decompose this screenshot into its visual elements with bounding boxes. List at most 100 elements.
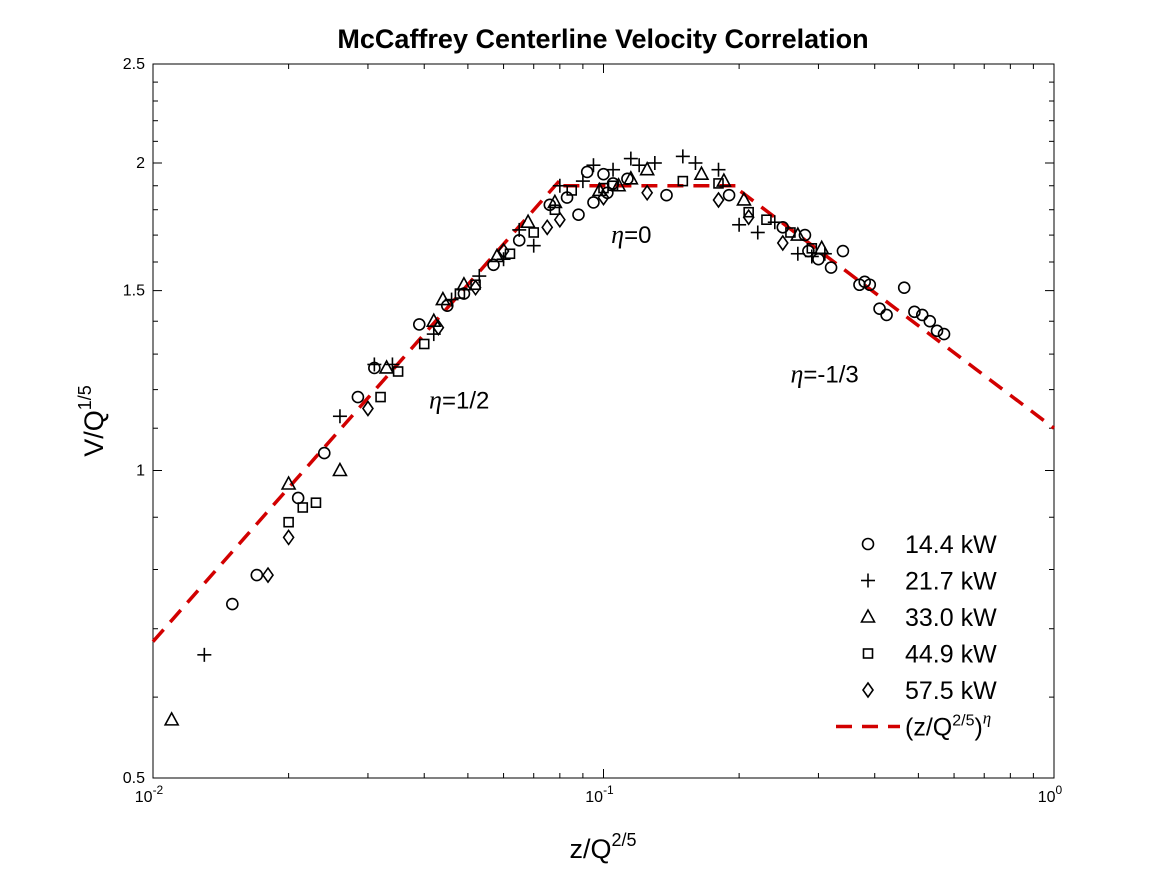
data-point-diamond bbox=[776, 234, 789, 252]
data-point-circle bbox=[923, 314, 937, 328]
data-point-triangle bbox=[610, 177, 627, 192]
x-tick-label: 100 bbox=[1038, 783, 1063, 806]
y-tick-label: 1.5 bbox=[123, 283, 145, 300]
data-point-square bbox=[392, 366, 404, 377]
eta-value: =1/2 bbox=[442, 387, 489, 414]
annotations: η=0η=1/2η=-1/3 bbox=[429, 220, 859, 415]
data-point-circle bbox=[937, 327, 951, 341]
data-point-square bbox=[566, 185, 578, 196]
data-point-diamond bbox=[432, 319, 445, 336]
data-point-square bbox=[549, 204, 561, 216]
data-point-circle bbox=[908, 305, 921, 319]
data-point-circle bbox=[915, 308, 929, 322]
data-point-plus bbox=[732, 217, 747, 232]
data-point-square bbox=[607, 180, 619, 192]
data-point-square bbox=[677, 175, 689, 187]
data-point-circle bbox=[317, 446, 331, 460]
data-point-circle bbox=[722, 188, 736, 202]
x-axis-title-sup: 2/5 bbox=[611, 830, 636, 850]
legend-label: 44.9 kW bbox=[905, 641, 997, 669]
y-axis-title-sup: 1/5 bbox=[75, 385, 95, 410]
data-point-square bbox=[528, 227, 540, 238]
data-point-plus bbox=[804, 249, 819, 264]
data-point-plus bbox=[575, 174, 590, 189]
data-point-plus bbox=[675, 149, 690, 164]
legend-triangle-icon bbox=[860, 608, 876, 623]
data-point-diamond bbox=[553, 211, 566, 229]
x-tick-label-exp: -2 bbox=[153, 783, 164, 797]
data-point-triangle bbox=[716, 172, 732, 187]
data-point-triangle bbox=[520, 213, 536, 229]
data-point-triangle bbox=[280, 475, 297, 490]
data-point-circle bbox=[487, 258, 500, 272]
data-point-plus bbox=[623, 151, 638, 166]
data-point-square bbox=[785, 227, 796, 238]
x-tick-label: 10-1 bbox=[585, 783, 614, 806]
eta-value: =0 bbox=[624, 222, 651, 249]
legend-label: 57.5 kW bbox=[905, 677, 997, 705]
legend-label: (z/Q2/5)η bbox=[905, 709, 991, 742]
data-point-plus bbox=[750, 225, 765, 240]
series-plus bbox=[197, 149, 832, 662]
data-point-plus bbox=[526, 238, 541, 253]
data-point-circle bbox=[597, 167, 610, 181]
legend-label-base: (z/Q bbox=[905, 714, 952, 742]
data-point-circle bbox=[660, 188, 673, 202]
x-tick-label-base: 10 bbox=[135, 789, 153, 806]
eta-symbol: η bbox=[611, 220, 624, 249]
x-axis-title-base: z/Q bbox=[569, 834, 611, 864]
legend-label: 21.7 kW bbox=[905, 568, 997, 596]
data-point-triangle bbox=[639, 161, 656, 176]
data-point-diamond bbox=[541, 218, 554, 236]
data-points bbox=[163, 149, 951, 726]
legend-circle-icon bbox=[861, 537, 875, 551]
data-point-triangle bbox=[813, 239, 830, 255]
data-point-plus bbox=[197, 647, 212, 662]
data-point-diamond bbox=[469, 279, 482, 297]
x-axis-title: z/Q2/5 bbox=[569, 830, 636, 864]
data-point-plus bbox=[586, 158, 601, 173]
data-point-plus bbox=[647, 155, 662, 170]
eta-annotation: η=-1/3 bbox=[790, 359, 858, 388]
x-tick-label-exp: -1 bbox=[603, 783, 614, 797]
series-diamond bbox=[262, 184, 789, 584]
fit-line bbox=[151, 175, 1056, 643]
data-point-circle bbox=[836, 244, 850, 258]
data-point-circle bbox=[572, 208, 585, 221]
data-point-square bbox=[504, 248, 516, 260]
x-tick-label-exp: 0 bbox=[1056, 783, 1063, 797]
eta-annotation: η=0 bbox=[611, 220, 651, 249]
data-point-square bbox=[743, 206, 754, 218]
data-point-plus bbox=[711, 162, 726, 177]
eta-symbol: η bbox=[790, 359, 803, 388]
data-point-diamond bbox=[361, 400, 374, 417]
data-point-plus bbox=[790, 246, 805, 261]
eta-annotation: η=1/2 bbox=[429, 385, 489, 414]
data-point-diamond bbox=[597, 189, 610, 206]
data-point-plus bbox=[332, 409, 347, 424]
data-point-circle bbox=[351, 390, 365, 404]
y-tick-label: 1 bbox=[136, 462, 145, 479]
series-triangle bbox=[163, 161, 830, 726]
data-point-square bbox=[297, 502, 309, 513]
data-point-square bbox=[806, 243, 818, 254]
data-point-triangle bbox=[489, 247, 505, 263]
data-point-plus bbox=[688, 155, 703, 170]
data-point-square bbox=[283, 516, 294, 528]
legend-label-sup: 2/5 bbox=[952, 713, 974, 730]
data-point-circle bbox=[824, 261, 838, 274]
chart-title: McCaffrey Centerline Velocity Correlatio… bbox=[337, 24, 868, 54]
x-tick-label: 10-2 bbox=[135, 783, 164, 806]
eta-value: =-1/3 bbox=[803, 361, 858, 388]
data-point-square bbox=[418, 338, 430, 350]
data-point-diamond bbox=[742, 208, 755, 226]
data-point-triangle bbox=[163, 711, 180, 726]
data-point-triangle bbox=[435, 290, 451, 306]
data-point-plus bbox=[367, 357, 382, 372]
data-point-circle bbox=[897, 281, 911, 294]
fit-line-path bbox=[151, 175, 1056, 643]
x-tick-label-base: 10 bbox=[1038, 789, 1056, 806]
data-point-circle bbox=[863, 278, 877, 292]
